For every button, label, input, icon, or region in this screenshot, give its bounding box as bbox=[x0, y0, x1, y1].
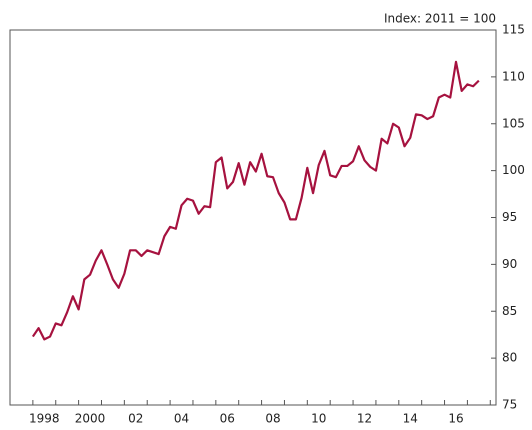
plot-frame bbox=[9, 29, 497, 406]
x-tick-label: 10 bbox=[311, 412, 326, 426]
x-tick-label: 02 bbox=[128, 412, 143, 426]
y-tick-label: 85 bbox=[502, 304, 517, 318]
y-tick-label: 115 bbox=[502, 23, 525, 37]
x-tick-label: 04 bbox=[174, 412, 189, 426]
x-tick-label: 16 bbox=[448, 412, 463, 426]
y-tick-label: 90 bbox=[502, 257, 517, 271]
annotation: Index: 2011 = 100 bbox=[384, 12, 496, 26]
y-tick-label: 80 bbox=[502, 351, 517, 365]
x-tick-label: 08 bbox=[265, 412, 280, 426]
x-tick-label: 1998 bbox=[29, 412, 60, 426]
x-tick-label: 06 bbox=[220, 412, 235, 426]
y-tick-label: 110 bbox=[502, 69, 525, 83]
data-line bbox=[31, 60, 480, 341]
y-tick-label: 100 bbox=[502, 163, 525, 177]
y-tick-label: 105 bbox=[502, 116, 525, 130]
y-tick-label: 75 bbox=[502, 398, 517, 412]
x-tick-label: 12 bbox=[357, 412, 372, 426]
y-tick-label: 95 bbox=[502, 210, 517, 224]
x-tick-label: 14 bbox=[403, 412, 418, 426]
x-tick-label: 2000 bbox=[75, 412, 106, 426]
